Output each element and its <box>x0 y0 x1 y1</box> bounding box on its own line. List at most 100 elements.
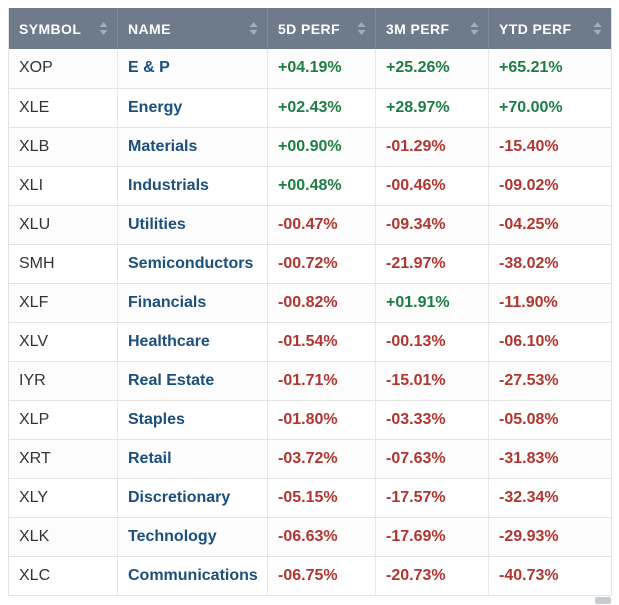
perf-3m-cell: -07.63% <box>375 439 489 479</box>
column-header-perf_3m[interactable]: 3M PERF <box>375 8 489 49</box>
column-header-name[interactable]: NAME <box>117 8 268 49</box>
symbol-cell: XLK <box>8 517 118 557</box>
perf-5d-cell: -06.63% <box>267 517 376 557</box>
name-link[interactable]: Semiconductors <box>117 244 268 284</box>
symbol-cell: XLP <box>8 400 118 440</box>
perf-5d-cell: +00.90% <box>267 127 376 167</box>
name-link[interactable]: Financials <box>117 283 268 323</box>
table-row: XLI Industrials +00.48% -00.46% -09.02% <box>8 166 612 206</box>
perf-ytd-cell: -11.90% <box>488 283 612 323</box>
perf-ytd-cell: -05.08% <box>488 400 612 440</box>
table-row: XLF Financials -00.82% +01.91% -11.90% <box>8 283 612 323</box>
symbol-cell: XLB <box>8 127 118 167</box>
table-row: SMH Semiconductors -00.72% -21.97% -38.02% <box>8 244 612 284</box>
name-link[interactable]: Discretionary <box>117 478 268 518</box>
perf-3m-cell: -00.13% <box>375 322 489 362</box>
perf-ytd-cell: -06.10% <box>488 322 612 362</box>
name-link[interactable]: Technology <box>117 517 268 557</box>
perf-3m-cell: -01.29% <box>375 127 489 167</box>
symbol-cell: XLE <box>8 88 118 128</box>
perf-ytd-cell: -32.34% <box>488 478 612 518</box>
perf-5d-cell: -01.80% <box>267 400 376 440</box>
etf-performance-table: SYMBOL NAME 5D PERF 3M PERF YTD PERF XOP E & … <box>8 8 612 596</box>
perf-3m-cell: -00.46% <box>375 166 489 206</box>
perf-5d-cell: -06.75% <box>267 556 376 596</box>
symbol-cell: XLU <box>8 205 118 245</box>
symbol-cell: XLF <box>8 283 118 323</box>
perf-5d-cell: +04.19% <box>267 49 376 89</box>
column-header-perf_5d[interactable]: 5D PERF <box>267 8 376 49</box>
perf-ytd-cell: -38.02% <box>488 244 612 284</box>
name-link[interactable]: Real Estate <box>117 361 268 401</box>
table-row: XLP Staples -01.80% -03.33% -05.08% <box>8 400 612 440</box>
sort-icon <box>356 21 367 36</box>
sort-icon <box>469 21 480 36</box>
scrollbar-thumb[interactable] <box>595 596 611 604</box>
perf-3m-cell: -09.34% <box>375 205 489 245</box>
perf-5d-cell: -00.47% <box>267 205 376 245</box>
perf-3m-cell: -17.69% <box>375 517 489 557</box>
perf-3m-cell: +01.91% <box>375 283 489 323</box>
symbol-cell: XRT <box>8 439 118 479</box>
name-link[interactable]: Staples <box>117 400 268 440</box>
perf-5d-cell: -00.72% <box>267 244 376 284</box>
table-row: IYR Real Estate -01.71% -15.01% -27.53% <box>8 361 612 401</box>
perf-5d-cell: -01.54% <box>267 322 376 362</box>
table-row: XLU Utilities -00.47% -09.34% -04.25% <box>8 205 612 245</box>
perf-ytd-cell: -09.02% <box>488 166 612 206</box>
column-header-label: 5D PERF <box>278 20 340 37</box>
table-row: XLY Discretionary -05.15% -17.57% -32.34% <box>8 478 612 518</box>
symbol-cell: XLY <box>8 478 118 518</box>
perf-3m-cell: -03.33% <box>375 400 489 440</box>
perf-5d-cell: -01.71% <box>267 361 376 401</box>
column-header-label: NAME <box>128 20 171 37</box>
name-link[interactable]: Healthcare <box>117 322 268 362</box>
column-header-label: 3M PERF <box>386 20 450 37</box>
table-row: XRT Retail -03.72% -07.63% -31.83% <box>8 439 612 479</box>
symbol-cell: XLC <box>8 556 118 596</box>
sort-icon <box>248 21 259 36</box>
perf-3m-cell: +28.97% <box>375 88 489 128</box>
symbol-cell: IYR <box>8 361 118 401</box>
symbol-cell: XLV <box>8 322 118 362</box>
perf-ytd-cell: +65.21% <box>488 49 612 89</box>
table-row: XOP E & P +04.19% +25.26% +65.21% <box>8 49 612 89</box>
sort-icon <box>98 21 109 36</box>
symbol-cell: SMH <box>8 244 118 284</box>
table-row: XLK Technology -06.63% -17.69% -29.93% <box>8 517 612 557</box>
perf-3m-cell: -20.73% <box>375 556 489 596</box>
column-header-label: YTD PERF <box>499 20 572 37</box>
table-row: XLE Energy +02.43% +28.97% +70.00% <box>8 88 612 128</box>
perf-ytd-cell: -27.53% <box>488 361 612 401</box>
table-row: XLC Communications -06.75% -20.73% -40.73% <box>8 556 612 596</box>
perf-ytd-cell: -04.25% <box>488 205 612 245</box>
perf-3m-cell: -15.01% <box>375 361 489 401</box>
perf-ytd-cell: -29.93% <box>488 517 612 557</box>
perf-5d-cell: -03.72% <box>267 439 376 479</box>
symbol-cell: XLI <box>8 166 118 206</box>
table-body: XOP E & P +04.19% +25.26% +65.21% XLE Energy +0… <box>8 49 612 596</box>
name-link[interactable]: Retail <box>117 439 268 479</box>
perf-ytd-cell: -15.40% <box>488 127 612 167</box>
name-link[interactable]: Communications <box>117 556 268 596</box>
perf-ytd-cell: -31.83% <box>488 439 612 479</box>
name-link[interactable]: E & P <box>117 49 268 89</box>
perf-3m-cell: -21.97% <box>375 244 489 284</box>
perf-5d-cell: -05.15% <box>267 478 376 518</box>
name-link[interactable]: Materials <box>117 127 268 167</box>
name-link[interactable]: Utilities <box>117 205 268 245</box>
name-link[interactable]: Industrials <box>117 166 268 206</box>
column-header-perf_ytd[interactable]: YTD PERF <box>488 8 612 49</box>
name-link[interactable]: Energy <box>117 88 268 128</box>
header-row: SYMBOL NAME 5D PERF 3M PERF YTD PERF <box>8 8 612 49</box>
perf-5d-cell: -00.82% <box>267 283 376 323</box>
perf-3m-cell: -17.57% <box>375 478 489 518</box>
horizontal-scrollbar[interactable] <box>8 595 611 605</box>
sort-icon <box>592 21 603 36</box>
table-row: XLV Healthcare -01.54% -00.13% -06.10% <box>8 322 612 362</box>
column-header-symbol[interactable]: SYMBOL <box>8 8 118 49</box>
perf-3m-cell: +25.26% <box>375 49 489 89</box>
perf-ytd-cell: -40.73% <box>488 556 612 596</box>
perf-5d-cell: +02.43% <box>267 88 376 128</box>
